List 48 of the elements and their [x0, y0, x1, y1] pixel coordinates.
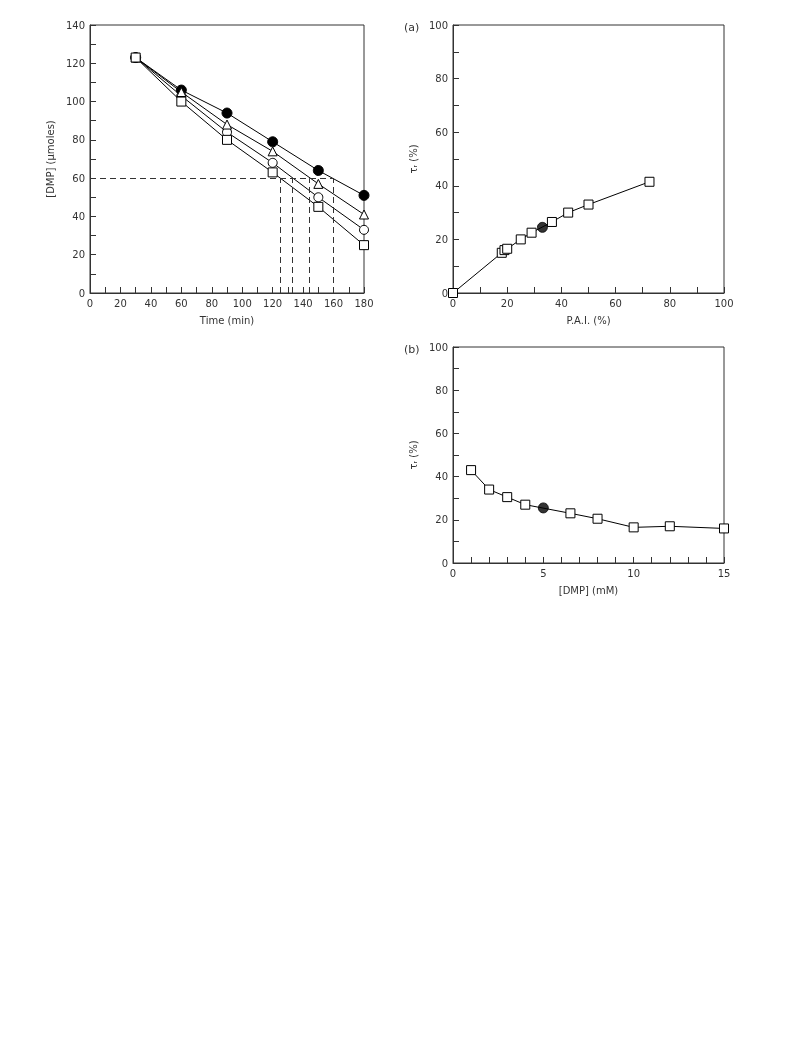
y-tick-label: 20 — [435, 233, 448, 245]
x-tick-label: 40 — [144, 297, 158, 309]
y-tick-label: 140 — [65, 19, 85, 31]
x-tick-label: 80 — [663, 297, 677, 309]
y-tick-label: 0 — [441, 557, 448, 569]
x-tick-label: 60 — [174, 297, 188, 309]
x-tick-label: 140 — [293, 297, 313, 309]
x-tick-label: 80 — [205, 297, 219, 309]
y-tick-label: 80 — [435, 384, 448, 396]
y-tick-label: 40 — [435, 471, 448, 483]
x-tick-label: 15 — [717, 567, 731, 579]
x-tick-label: 60 — [609, 297, 622, 309]
x-tick-label: 0 — [449, 567, 457, 579]
y-tick-label: 60 — [435, 427, 448, 439]
y-tick-label: 20 — [72, 249, 85, 261]
x-tick-label: 100 — [714, 297, 734, 309]
x-tick-label: 180 — [354, 297, 374, 309]
y-axis-title: τᵣ (%) — [407, 440, 419, 470]
y-tick-label: 100 — [428, 19, 448, 31]
x-tick-label: 100 — [232, 297, 252, 309]
y-tick-label: 40 — [435, 180, 448, 192]
y-tick-label: 80 — [72, 134, 85, 146]
y-tick-label: 80 — [435, 73, 448, 85]
x-tick-label: 0 — [86, 297, 94, 309]
y-tick-label: 20 — [435, 514, 448, 526]
y-tick-label: 100 — [65, 96, 85, 108]
x-tick-label: 120 — [263, 297, 283, 309]
chart-title: (b) — [404, 343, 420, 356]
chart-title: (a) — [404, 21, 420, 34]
x-tick-label: 10 — [627, 567, 641, 579]
x-tick-label: 20 — [500, 297, 514, 309]
y-axis-title: [DMP] (μmoles) — [44, 120, 56, 198]
y-tick-label: 100 — [428, 341, 448, 353]
x-tick-label: 20 — [114, 297, 127, 309]
y-tick-label: 120 — [65, 57, 85, 69]
x-tick-label: 40 — [555, 297, 568, 309]
y-tick-label: 0 — [78, 287, 85, 299]
y-tick-label: 40 — [72, 210, 85, 222]
x-tick-label: 160 — [324, 297, 344, 309]
x-tick-label: 0 — [449, 297, 457, 309]
y-axis-title: τᵣ (%) — [407, 144, 419, 174]
x-axis-title: P.A.I. (%) — [566, 314, 611, 326]
y-tick-label: 60 — [435, 126, 448, 138]
y-tick-label: 60 — [72, 172, 85, 184]
x-axis-title: [DMP] (mM) — [558, 584, 619, 596]
x-tick-label: 5 — [540, 567, 547, 579]
x-axis-title: Time (min) — [198, 314, 255, 326]
y-tick-label: 0 — [441, 287, 448, 299]
